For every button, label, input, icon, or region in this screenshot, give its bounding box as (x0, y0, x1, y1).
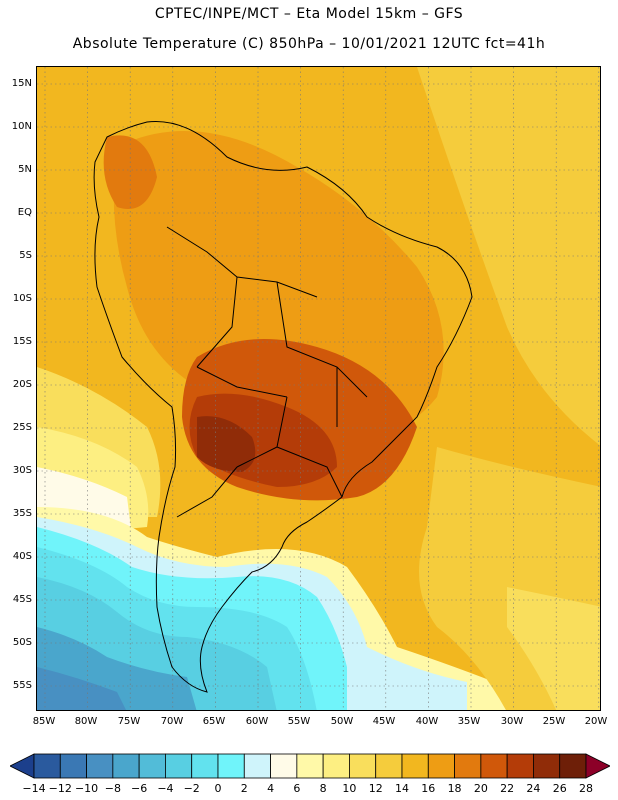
colorbar-swatch (559, 753, 587, 779)
colorbar-swatch (349, 753, 377, 779)
map-title-model: CPTEC/INPE/MCT – Eta Model 15km – GFS (154, 6, 464, 22)
lat-label-45s: 45S (12, 594, 32, 605)
colorbar-swatch (86, 753, 114, 779)
lat-label-5n: 5N (18, 164, 32, 175)
colorbar-tick-label: −14 (22, 782, 46, 795)
colorbar-tick-label: −2 (183, 782, 200, 795)
lon-label-45w: 45W (372, 716, 396, 727)
lat-label-50s: 50S (12, 637, 32, 648)
lon-label-25w: 25W (542, 716, 566, 727)
lat-label-10s: 10S (12, 293, 32, 304)
colorbar-swatch (375, 753, 403, 779)
colorbar-swatch (217, 753, 245, 779)
colorbar-tick-label: 0 (214, 782, 222, 795)
lon-label-35w: 35W (457, 716, 481, 727)
colorbar-tick-label: 8 (319, 782, 327, 795)
colorbar-tick-label: −8 (104, 782, 121, 795)
lat-label-10n: 10N (11, 121, 32, 132)
colorbar-tick-label: −4 (157, 782, 174, 795)
colorbar-tick-label: 26 (552, 782, 567, 795)
colorbar-tick-label: 18 (447, 782, 462, 795)
colorbar-swatch (138, 753, 166, 779)
temperature-map[interactable] (36, 66, 601, 711)
lon-label-50w: 50W (330, 716, 354, 727)
colorbar-max-arrow (585, 753, 610, 779)
country-borders (166, 226, 368, 518)
lon-label-65w: 65W (202, 716, 226, 727)
colorbar-swatch (533, 753, 561, 779)
lat-label-15s: 15S (12, 336, 32, 347)
lon-label-20w: 20W (584, 716, 608, 727)
lat-label-25s: 25S (12, 422, 32, 433)
colorbar-swatch (112, 753, 140, 779)
colorbar-tick-label: 20 (473, 782, 488, 795)
colorbar-tick-label: 24 (526, 782, 541, 795)
lat-label-15n: 15N (11, 78, 32, 89)
colorbar-swatch (401, 753, 429, 779)
colorbar-swatch (427, 753, 455, 779)
lat-label-40s: 40S (12, 551, 32, 562)
colorbar-swatch (454, 753, 482, 779)
colorbar-swatch (480, 753, 508, 779)
lon-label-30w: 30W (500, 716, 524, 727)
lon-label-75w: 75W (117, 716, 141, 727)
south-america-coastline (93, 120, 473, 693)
lat-label-55s: 55S (12, 680, 32, 691)
lon-label-80w: 80W (74, 716, 98, 727)
colorbar-tick-label: 12 (368, 782, 383, 795)
colorbar-swatch (191, 753, 219, 779)
colorbar-swatch (270, 753, 298, 779)
colorbar-tick-label: 16 (421, 782, 436, 795)
colorbar-swatch (506, 753, 534, 779)
temperature-colorbar (10, 753, 610, 779)
colorbar-swatch (322, 753, 350, 779)
lon-label-85w: 85W (32, 716, 56, 727)
lat-label-20s: 20S (12, 379, 32, 390)
colorbar-swatch (59, 753, 87, 779)
colorbar-min-arrow (10, 753, 35, 779)
lon-label-70w: 70W (160, 716, 184, 727)
colorbar-swatch (296, 753, 324, 779)
colorbar-tick-label: 28 (579, 782, 593, 795)
colorbar-tick-label: 10 (342, 782, 357, 795)
map-title-variable: Absolute Temperature (C) 850hPa – 10/01/… (72, 36, 546, 52)
lat-label-35s: 35S (12, 508, 32, 519)
lon-label-40w: 40W (415, 716, 439, 727)
colorbar-swatch (165, 753, 193, 779)
lon-label-55w: 55W (287, 716, 311, 727)
colorbar-tick-label: −12 (48, 782, 72, 795)
colorbar-tick-label: 4 (267, 782, 275, 795)
colorbar-tick-label: 2 (240, 782, 248, 795)
lat-label-5s: 5S (19, 250, 32, 261)
colorbar-tick-label: 14 (395, 782, 409, 795)
lat-label-30s: 30S (12, 465, 32, 476)
colorbar-tick-label: 22 (500, 782, 515, 795)
lon-label-60w: 60W (245, 716, 269, 727)
colorbar-tick-label: −6 (131, 782, 148, 795)
colorbar-tick-label: 6 (293, 782, 301, 795)
colorbar-swatch (243, 753, 271, 779)
lat-label-eq: EQ (17, 207, 32, 218)
colorbar-tick-label: −10 (74, 782, 99, 795)
colorbar-swatch (33, 753, 61, 779)
